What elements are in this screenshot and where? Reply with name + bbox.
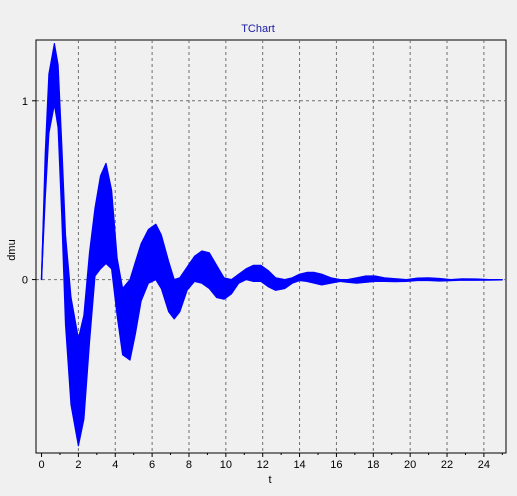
y-axis-label: dmu	[6, 239, 18, 260]
x-tick-label: 8	[186, 459, 192, 471]
x-tick-label: 24	[478, 459, 490, 471]
x-axis-label: t	[268, 474, 271, 486]
x-tick-label: 22	[441, 459, 453, 471]
y-tick-label: 0	[22, 275, 28, 287]
x-tick-label: 20	[404, 459, 416, 471]
x-tick-label: 18	[367, 459, 379, 471]
x-tick-label: 0	[38, 459, 44, 471]
series-line-0	[40, 73, 503, 393]
x-tick-label: 2	[75, 459, 81, 471]
x-tick-label: 4	[112, 459, 118, 471]
y-tick-label: 1	[22, 96, 28, 108]
grid	[36, 40, 506, 453]
x-tick-label: 14	[293, 459, 305, 471]
x-tick-label: 6	[149, 459, 155, 471]
x-tick-label: 10	[220, 459, 232, 471]
chart-title: TChart	[241, 23, 275, 35]
x-tick-label: 16	[330, 459, 342, 471]
x-tick-label: 12	[257, 459, 269, 471]
series-layer	[40, 43, 503, 447]
